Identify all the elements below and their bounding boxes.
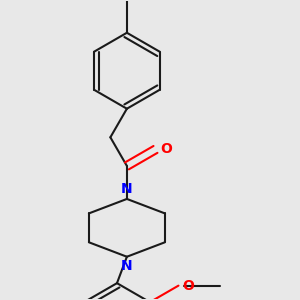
Text: N: N (121, 182, 133, 196)
Text: N: N (121, 260, 133, 273)
Text: O: O (182, 279, 194, 292)
Text: O: O (160, 142, 172, 156)
